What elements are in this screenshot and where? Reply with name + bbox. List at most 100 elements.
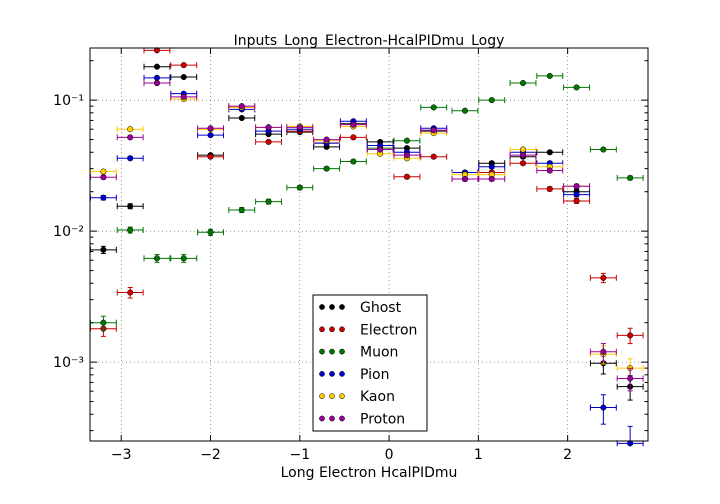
data-point [180, 62, 187, 69]
legend-marker [329, 393, 335, 400]
data-point [265, 198, 272, 205]
data-point [127, 226, 134, 234]
x-axis-label: Long Electron HcalPIDmu [281, 465, 458, 481]
plot-frame [89, 47, 649, 442]
data-point [627, 332, 634, 339]
data-point [238, 114, 245, 122]
data-point [238, 206, 245, 214]
data-point [296, 184, 303, 191]
data-point [488, 163, 495, 170]
data-point [488, 175, 495, 183]
legend-marker [339, 326, 345, 333]
legend-marker [329, 304, 335, 310]
data-point [430, 104, 437, 111]
data-point [296, 124, 303, 131]
y-tick-label: 10⁻¹ [53, 93, 84, 109]
data-point [127, 289, 134, 296]
data-point [546, 149, 553, 156]
x-tick-label: 1 [474, 447, 483, 463]
data-point [207, 125, 214, 132]
data-point [180, 74, 187, 81]
data-point [600, 274, 607, 281]
data-point [207, 132, 214, 139]
data-point [377, 146, 384, 153]
data-point [519, 80, 527, 87]
data-point [153, 80, 161, 87]
legend-label: Muon [360, 345, 398, 361]
ticks: −3 −2 −1 0 1 2 10⁻³ 10⁻² 10⁻¹ [53, 48, 648, 463]
data-point [153, 63, 161, 70]
y-tick-label: 10⁻³ [53, 355, 84, 371]
legend-marker [319, 393, 325, 400]
data-point [153, 74, 161, 81]
data-point [461, 107, 469, 114]
data-layer [89, 47, 644, 447]
data-point [573, 183, 580, 190]
data-point [519, 160, 527, 167]
series-proton [89, 80, 644, 392]
x-tick-label: 0 [385, 447, 394, 463]
legend-label: Electron [360, 322, 417, 338]
legend-label: Kaon [360, 389, 395, 405]
data-point [600, 404, 607, 411]
series-muon [89, 72, 644, 331]
legend-marker [319, 326, 325, 333]
data-point [573, 191, 580, 198]
data-point [403, 173, 410, 180]
data-point [627, 375, 634, 382]
data-point [461, 175, 469, 183]
data-point [546, 72, 553, 79]
data-point [100, 174, 107, 181]
data-point [323, 165, 330, 172]
data-point [546, 185, 553, 192]
data-point [573, 197, 580, 204]
grid [90, 48, 648, 441]
legend-box [312, 294, 428, 432]
data-point [350, 134, 357, 141]
legend-label: Ghost [360, 300, 402, 316]
data-point [323, 136, 330, 143]
data-point [519, 146, 527, 153]
x-tick-label: −1 [289, 447, 310, 463]
data-point [180, 93, 187, 100]
legend-marker [319, 304, 325, 310]
data-point [403, 137, 410, 144]
data-point [430, 153, 437, 160]
data-point [207, 229, 214, 236]
legend-marker [339, 393, 345, 400]
x-tick-label: −2 [200, 447, 221, 463]
data-point [180, 255, 187, 262]
data-point [100, 168, 107, 175]
y-tick-label: 10⁻² [53, 224, 84, 240]
legend-marker [329, 415, 335, 422]
data-point [430, 127, 437, 134]
data-point [100, 246, 107, 253]
data-point [100, 194, 107, 201]
data-point [403, 152, 410, 159]
data-point [627, 174, 634, 181]
data-point [519, 152, 527, 159]
data-point [600, 348, 607, 355]
legend-marker [339, 304, 345, 310]
legend-marker [329, 348, 335, 355]
data-point [100, 319, 107, 326]
legend: Ghost Electron Muon Pion Kaon Proton [312, 294, 428, 432]
x-tick-label: −3 [111, 447, 132, 463]
legend-label: Pion [360, 367, 389, 383]
legend-marker [329, 326, 335, 333]
legend-marker [339, 371, 345, 377]
data-point [207, 153, 214, 160]
data-point [127, 155, 134, 162]
legend-marker [319, 371, 325, 377]
legend-marker [339, 415, 345, 422]
data-point [127, 126, 134, 133]
data-point [546, 167, 553, 174]
data-point [127, 203, 134, 210]
data-point [350, 121, 357, 128]
data-point [350, 158, 357, 165]
data-point [238, 103, 245, 110]
legend-marker [329, 371, 335, 377]
legend-label: Proton [360, 412, 405, 428]
chart-title: Inputs_Long_Electron-HcalPIDmu_Logy [234, 33, 505, 49]
